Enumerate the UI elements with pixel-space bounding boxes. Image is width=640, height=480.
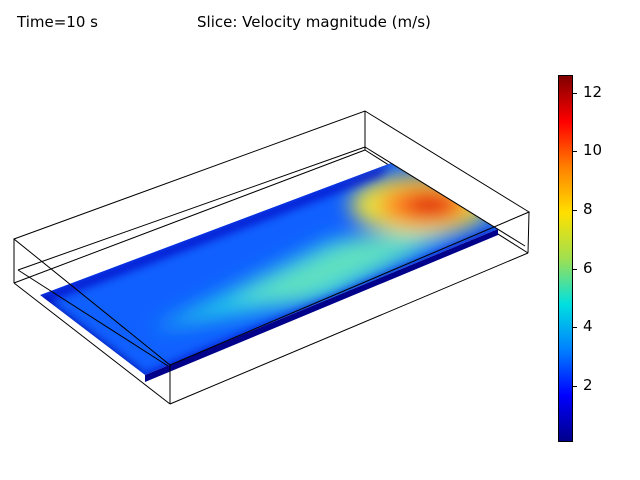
colorbar-tick-label: 8 [583, 200, 593, 218]
colorbar-tick [572, 151, 577, 152]
plot-title: Slice: Velocity magnitude (m/s) [197, 13, 431, 31]
colorbar-tick-label: 6 [583, 259, 593, 277]
colorbar-tick [572, 327, 577, 328]
colorbar-tick [572, 269, 577, 270]
slice-side-face [145, 229, 498, 382]
slice-surface [40, 163, 498, 375]
colorbar-tick-label: 12 [583, 83, 603, 101]
colorbar-tick-label: 10 [583, 141, 603, 159]
colorbar-tick [572, 210, 577, 211]
domain-box-front [12, 110, 531, 405]
time-label: Time=10 s [17, 13, 98, 31]
colorbar-tick-label: 2 [583, 376, 593, 394]
colorbar-tick [572, 386, 577, 387]
colorbar-tick [572, 93, 577, 94]
colorbar [558, 75, 573, 442]
colorbar-tick-label: 4 [583, 317, 593, 335]
